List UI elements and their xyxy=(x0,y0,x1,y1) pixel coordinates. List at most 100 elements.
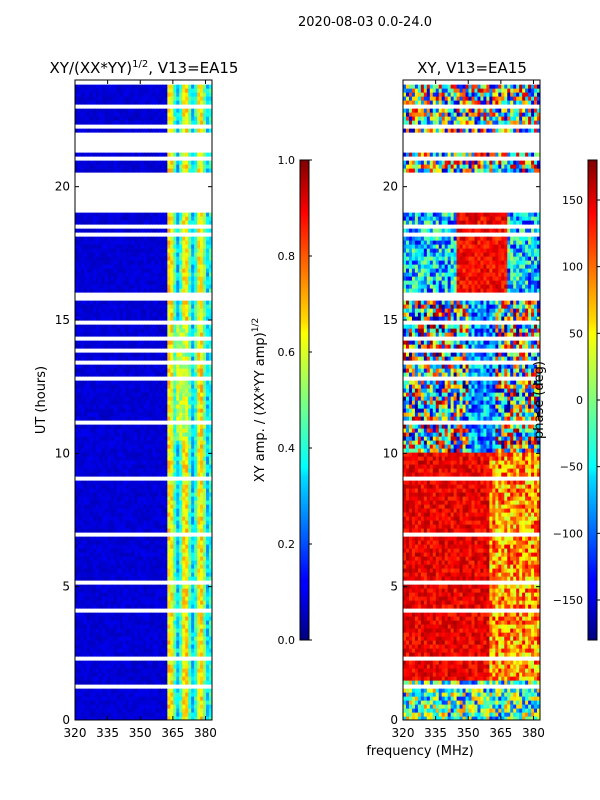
heat-cell xyxy=(179,316,183,321)
heat-cell-flagged xyxy=(104,580,109,585)
heat-cell xyxy=(188,700,192,705)
heat-cell xyxy=(170,696,174,701)
heat-cell xyxy=(182,708,186,713)
heat-cell-flagged xyxy=(125,376,130,381)
heat-cell xyxy=(209,424,212,429)
heat-cell-flagged xyxy=(80,376,85,381)
heat-cell xyxy=(77,564,82,569)
heat-cell xyxy=(128,328,133,333)
heat-cell xyxy=(173,344,177,349)
heat-cell xyxy=(119,540,124,545)
heat-cell xyxy=(83,536,88,541)
heat-cell-flagged xyxy=(77,608,82,613)
heat-cell-flagged xyxy=(161,348,165,353)
heat-cell xyxy=(158,316,162,321)
heat-cell xyxy=(86,560,91,565)
heat-cell-flagged xyxy=(110,656,115,661)
heat-cell-flagged xyxy=(137,336,142,341)
heat-cell xyxy=(104,456,109,461)
heat-cell xyxy=(116,528,121,533)
heat-cell xyxy=(119,284,124,289)
heat-cell xyxy=(77,712,82,717)
heat-cell xyxy=(173,652,177,657)
heat-cell-flagged xyxy=(146,580,151,585)
heat-cell xyxy=(158,408,162,413)
heat-cell xyxy=(194,440,198,445)
heat-cell xyxy=(197,424,201,429)
heat-cell xyxy=(86,472,91,477)
heat-cell xyxy=(134,388,139,393)
heat-cell xyxy=(134,664,139,669)
heat-cell xyxy=(143,592,148,597)
heat-cell xyxy=(92,672,97,677)
heat-cell xyxy=(122,564,127,569)
heat-cell-flagged xyxy=(188,420,192,425)
heat-cell xyxy=(152,672,157,677)
heat-cell xyxy=(161,588,165,593)
heat-cell xyxy=(155,372,159,377)
heat-cell xyxy=(137,392,142,397)
heat-cell xyxy=(134,708,139,713)
heat-cell xyxy=(206,616,210,621)
heat-cell xyxy=(185,572,189,577)
heat-cell xyxy=(107,492,112,497)
heat-cell xyxy=(80,688,85,693)
heat-cell-flagged xyxy=(143,476,148,481)
heat-cell xyxy=(119,308,124,313)
heat-cell xyxy=(140,612,145,617)
heat-cell xyxy=(179,460,183,465)
heat-cell xyxy=(164,448,168,453)
heat-cell xyxy=(83,516,88,521)
heat-cell xyxy=(86,652,91,657)
heat-cell xyxy=(191,400,195,405)
heat-cell xyxy=(86,284,91,289)
heat-cell xyxy=(179,584,183,589)
heat-cell xyxy=(128,352,133,357)
heat-cell xyxy=(155,512,159,517)
heat-cell xyxy=(179,332,183,337)
heat-cell xyxy=(110,440,115,445)
heat-cell xyxy=(77,584,82,589)
heat-cell-flagged xyxy=(170,348,174,353)
heat-cell xyxy=(164,592,168,597)
heat-cell xyxy=(143,480,148,485)
heat-cell-flagged xyxy=(155,292,159,297)
heat-cell xyxy=(149,452,154,457)
heat-cell xyxy=(191,444,195,449)
heat-cell xyxy=(125,652,130,657)
heat-cell xyxy=(206,520,210,525)
heat-cell xyxy=(77,340,82,345)
heat-cell xyxy=(83,660,88,665)
heat-cell-flagged xyxy=(134,320,139,325)
heat-cell xyxy=(152,600,157,605)
heat-cell xyxy=(131,400,136,405)
heat-cell xyxy=(167,568,171,573)
heat-cell xyxy=(80,288,85,293)
heat-cell xyxy=(146,340,151,345)
heat-cell-flagged xyxy=(179,348,183,353)
heat-cell xyxy=(89,664,94,669)
heat-cell xyxy=(158,676,162,681)
heat-cell xyxy=(194,624,198,629)
heat-cell xyxy=(182,584,186,589)
heat-cell-flagged xyxy=(173,656,177,661)
heat-cell xyxy=(107,560,112,565)
heat-cell xyxy=(119,636,124,641)
heat-cell xyxy=(194,576,198,581)
heat-cell xyxy=(203,452,207,457)
heat-cell xyxy=(104,520,109,525)
heat-cell xyxy=(155,448,159,453)
heat-cell xyxy=(122,576,127,581)
heat-cell xyxy=(191,344,195,349)
heat-cell xyxy=(146,352,151,357)
heat-cell xyxy=(197,480,201,485)
heat-cell xyxy=(75,652,79,657)
heat-cell-flagged xyxy=(176,360,180,365)
heat-cell xyxy=(143,584,148,589)
heat-cell xyxy=(197,496,201,501)
heat-cell xyxy=(167,484,171,489)
heat-cell xyxy=(104,312,109,317)
heat-cell xyxy=(167,552,171,557)
heat-cell xyxy=(167,588,171,593)
heat-cell-flagged xyxy=(152,360,157,365)
